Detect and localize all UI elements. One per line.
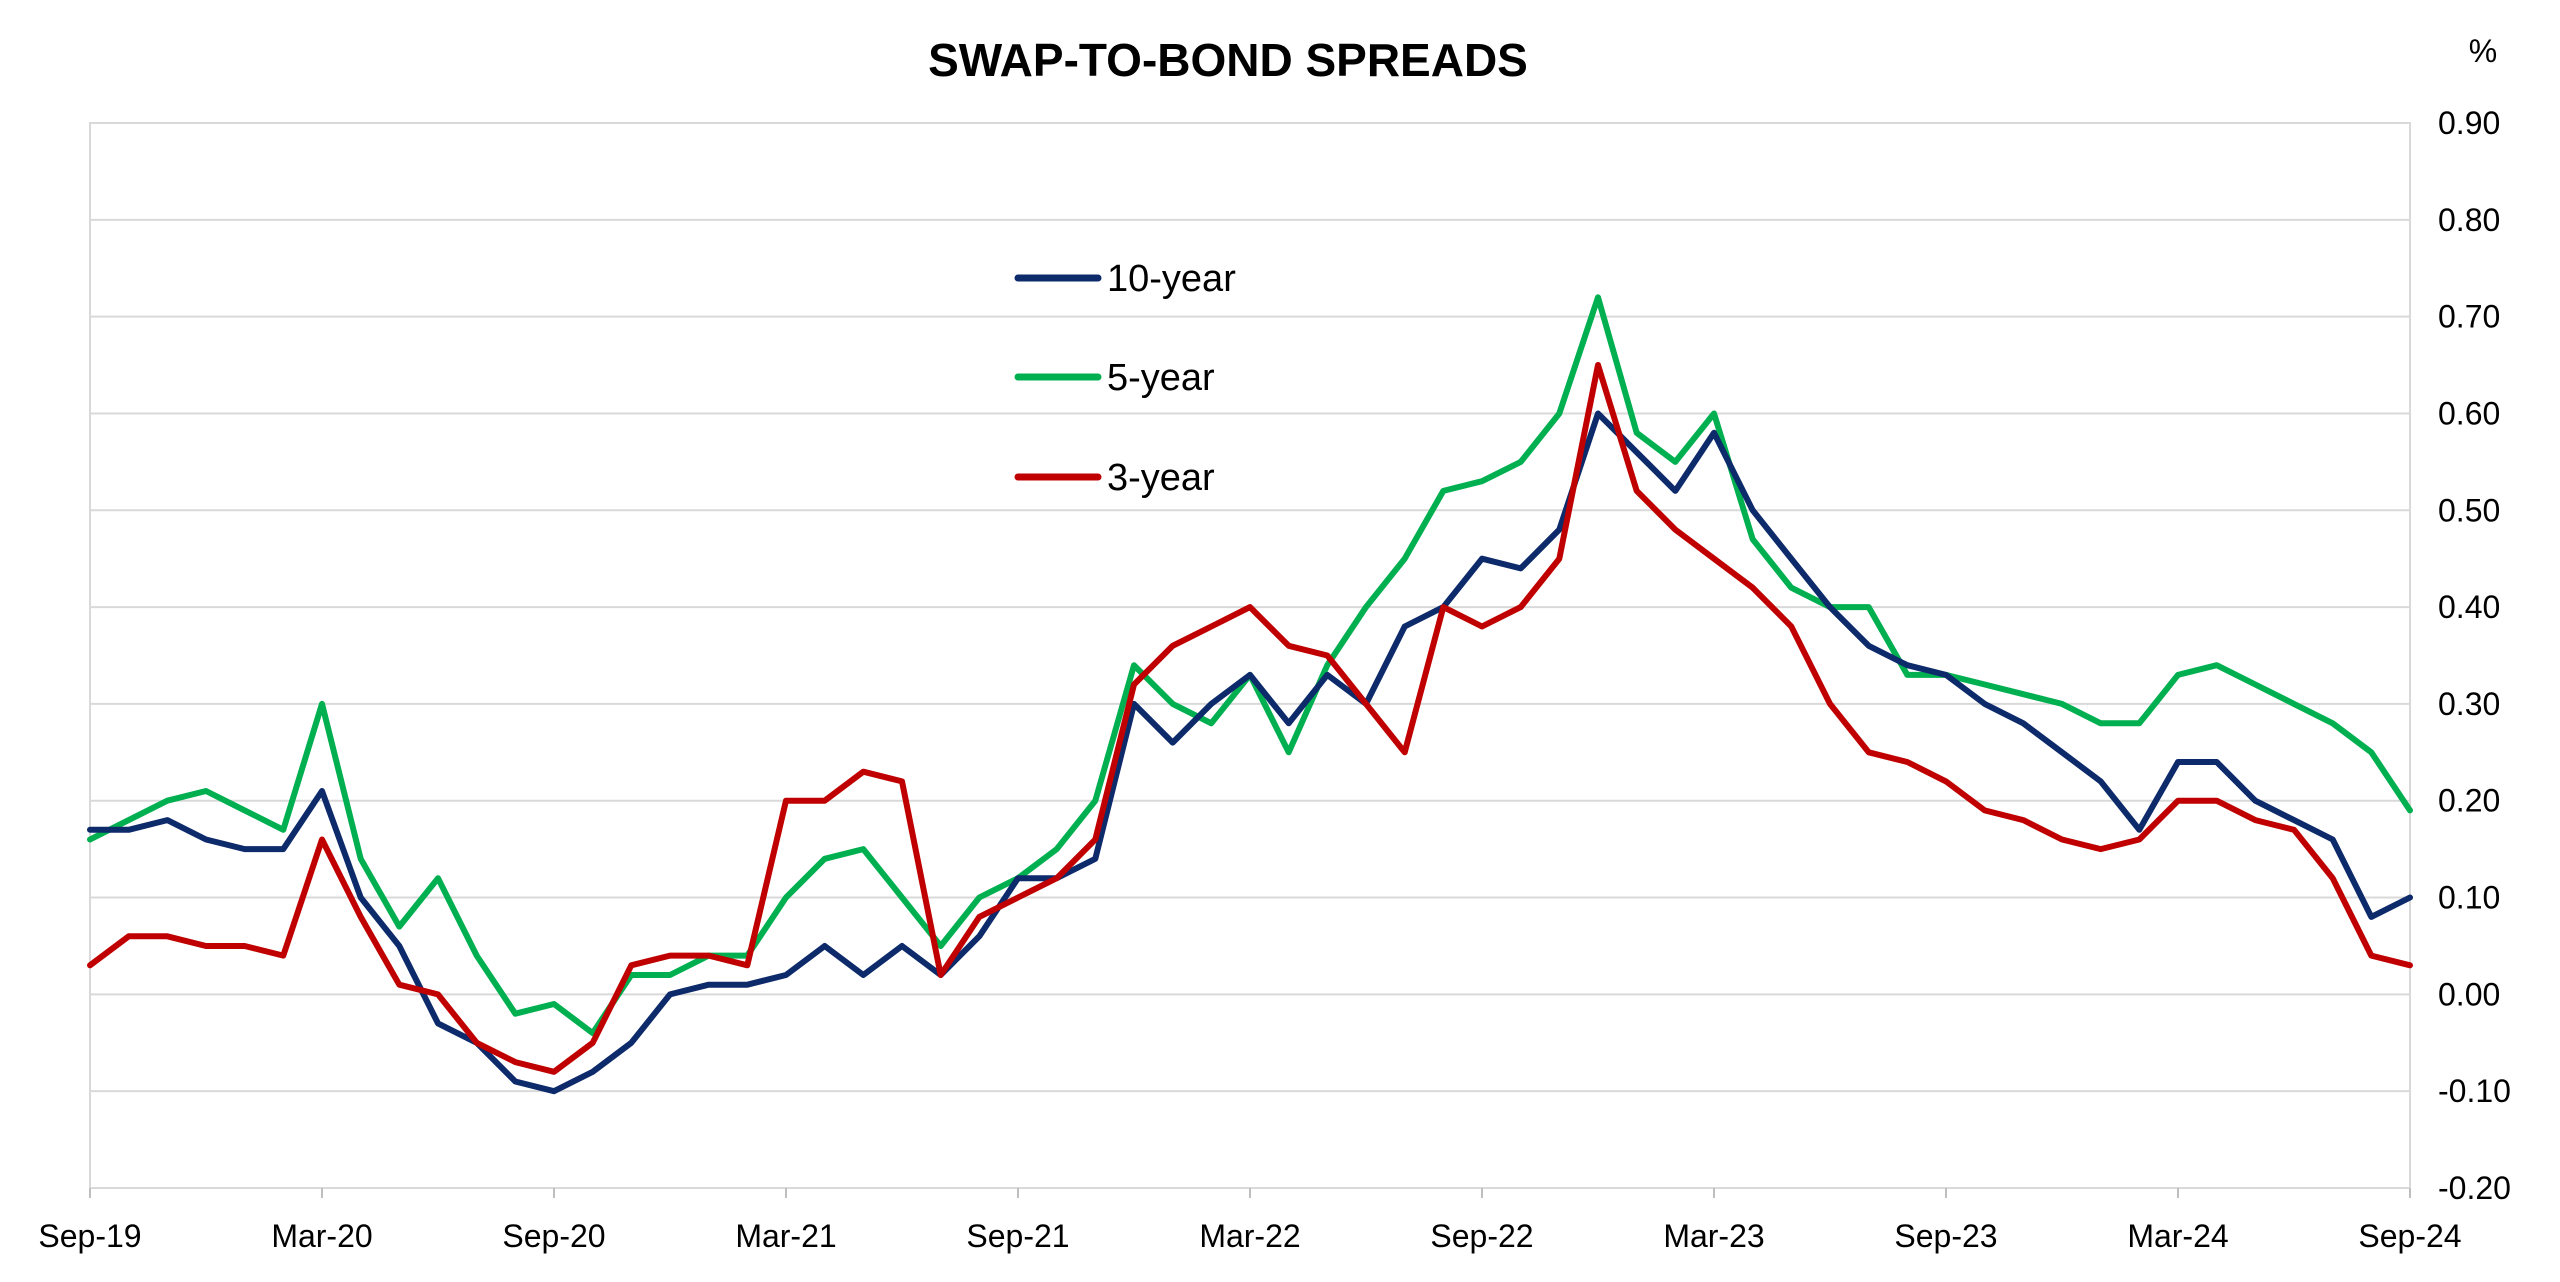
x-tick-label: Mar-22: [1199, 1218, 1300, 1254]
y-tick-label: 0.20: [2438, 783, 2500, 819]
x-tick-label: Sep-19: [38, 1218, 141, 1254]
chart-title: SWAP-TO-BOND SPREADS: [928, 34, 1528, 86]
legend: 10-year 5-year 3-year: [1014, 258, 1236, 499]
x-tick-label: Sep-23: [1894, 1218, 1997, 1254]
y-axis-unit-label: %: [2469, 33, 2497, 69]
gridlines: [90, 122, 2410, 1189]
series-line-5-year: [87, 294, 2413, 1037]
series-line-3-year: [87, 362, 2413, 1075]
x-tick-label: Mar-24: [2127, 1218, 2228, 1254]
y-tick-label: 0.10: [2438, 880, 2500, 916]
y-tick-label: 0.00: [2438, 976, 2500, 1012]
y-tick-label: 0.70: [2438, 299, 2500, 335]
y-tick-label: 0.40: [2438, 589, 2500, 625]
series-line-10-year: [87, 410, 2413, 1095]
x-tick-label: Mar-20: [271, 1218, 372, 1254]
y-tick-label: 0.90: [2438, 105, 2500, 141]
x-tick-label: Mar-21: [735, 1218, 836, 1254]
x-tick-label: Sep-21: [966, 1218, 1069, 1254]
legend-label-3-year: 3-year: [1107, 457, 1215, 499]
legend-label-10-year: 10-year: [1107, 258, 1236, 300]
y-tick-label: -0.10: [2438, 1073, 2511, 1109]
y-tick-label: -0.20: [2438, 1170, 2511, 1206]
y-tick-label: 0.60: [2438, 395, 2500, 431]
plot-area: [89, 122, 2411, 1189]
y-tick-label: 0.30: [2438, 686, 2500, 722]
x-tick-label: Sep-22: [1430, 1218, 1533, 1254]
series-lines: [87, 294, 2413, 1095]
x-axis-ticks: Sep-19 Mar-20 Sep-20 Mar-21 Sep-21 Mar-22 Sep-…: [38, 1188, 2462, 1254]
y-axis-ticks: 0.90 0.80 0.70 0.60 0.50 0.40 0.30 0.20 0.10 0.00…: [2438, 105, 2511, 1206]
x-tick-label: Sep-24: [2358, 1218, 2461, 1254]
x-tick-label: Mar-23: [1663, 1218, 1764, 1254]
x-tick-label: Sep-20: [502, 1218, 605, 1254]
legend-label-5-year: 5-year: [1107, 357, 1215, 399]
y-tick-label: 0.80: [2438, 202, 2500, 238]
y-tick-label: 0.50: [2438, 492, 2500, 528]
